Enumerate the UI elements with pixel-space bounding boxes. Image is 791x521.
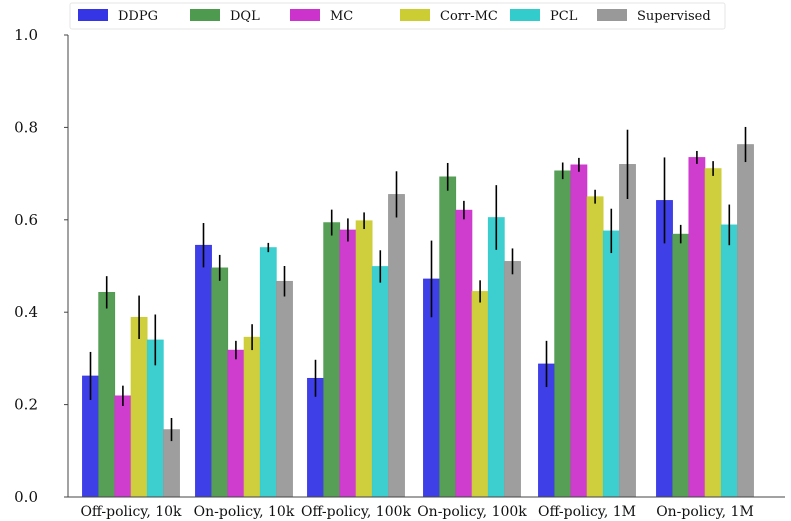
- legend-swatch: [400, 9, 430, 21]
- bar-dql-4: [554, 170, 572, 498]
- y-tick-label: 0.6: [14, 211, 38, 229]
- bar-dql-1: [211, 267, 229, 498]
- x-category-label: On-policy, 1M: [656, 504, 754, 520]
- legend-label: Corr-MC: [440, 9, 498, 24]
- bar-pcl-1: [259, 247, 277, 498]
- bar-supervised-3: [504, 261, 521, 498]
- legend-label: DDPG: [118, 9, 158, 24]
- x-category-label: Off-policy, 10k: [80, 504, 182, 520]
- legend-item-pcl: PCL: [510, 9, 578, 24]
- bar-corr-mc-4: [586, 196, 604, 498]
- x-category-labels: Off-policy, 10k On-policy, 10k Off-policy,…: [80, 504, 753, 520]
- bar-pcl-5: [720, 224, 738, 498]
- legend-swatch: [597, 9, 627, 21]
- bar-corr-mc-1: [243, 336, 261, 498]
- bar-dql-3: [439, 176, 457, 498]
- bar-corr-mc-5: [704, 168, 722, 498]
- bar-supervised-2: [388, 194, 405, 498]
- axes: [64, 34, 785, 498]
- legend-item-ddpg: DDPG: [78, 9, 158, 24]
- bar-dql-5: [672, 233, 690, 498]
- bar-mc-2: [339, 229, 357, 498]
- legend-item-dql: DQL: [190, 9, 260, 24]
- legend-label: MC: [330, 9, 353, 24]
- bar-pcl-3: [487, 217, 505, 498]
- y-tick-label: 0.2: [14, 396, 38, 414]
- bar-dql-0: [98, 292, 116, 498]
- legend-item-mc: MC: [290, 9, 353, 24]
- bar-corr-mc-3: [471, 291, 489, 498]
- x-category-label: On-policy, 10k: [194, 504, 295, 520]
- bar-corr-mc-0: [130, 316, 148, 498]
- y-tick-label: 1.0: [14, 26, 38, 44]
- legend-label: PCL: [550, 9, 578, 24]
- x-category-label: Off-policy, 100k: [301, 504, 412, 520]
- y-tick-label: 0.4: [14, 303, 38, 321]
- bars: [82, 144, 754, 498]
- bar-ddpg-5: [656, 200, 673, 498]
- bar-dql-2: [323, 222, 341, 498]
- legend-swatch: [510, 9, 540, 21]
- legend-item-corr-mc: Corr-MC: [400, 9, 498, 24]
- bar-mc-5: [688, 157, 706, 498]
- legend: DDPG DQL MC Corr-MC PCL Supervised: [69, 2, 726, 30]
- x-category-label: On-policy, 100k: [417, 504, 527, 520]
- legend-swatch: [290, 9, 320, 21]
- y-tick-labels: 0.0 0.2 0.4 0.6 0.8 1.0: [14, 26, 38, 506]
- bar-pcl-2: [371, 266, 389, 498]
- bar-mc-1: [227, 349, 245, 498]
- bar-supervised-4: [619, 164, 636, 498]
- y-tick-label: 0.8: [14, 118, 38, 136]
- legend-box: [69, 2, 726, 30]
- y-tick-label: 0.0: [14, 488, 38, 506]
- legend-item-supervised: Supervised: [597, 9, 711, 24]
- legend-swatch: [78, 9, 108, 21]
- legend-swatch: [190, 9, 220, 21]
- bar-mc-3: [455, 209, 473, 498]
- bar-mc-0: [114, 395, 132, 498]
- bar-mc-4: [570, 164, 588, 498]
- x-category-label: Off-policy, 1M: [538, 504, 636, 520]
- legend-label: Supervised: [637, 9, 711, 24]
- bar-supervised-5: [737, 144, 754, 498]
- bar-pcl-4: [602, 230, 620, 498]
- bar-ddpg-1: [195, 244, 212, 498]
- error-bars: [89, 126, 747, 442]
- legend-label: DQL: [230, 9, 260, 24]
- bar-corr-mc-2: [355, 220, 373, 498]
- bar-supervised-1: [276, 280, 293, 498]
